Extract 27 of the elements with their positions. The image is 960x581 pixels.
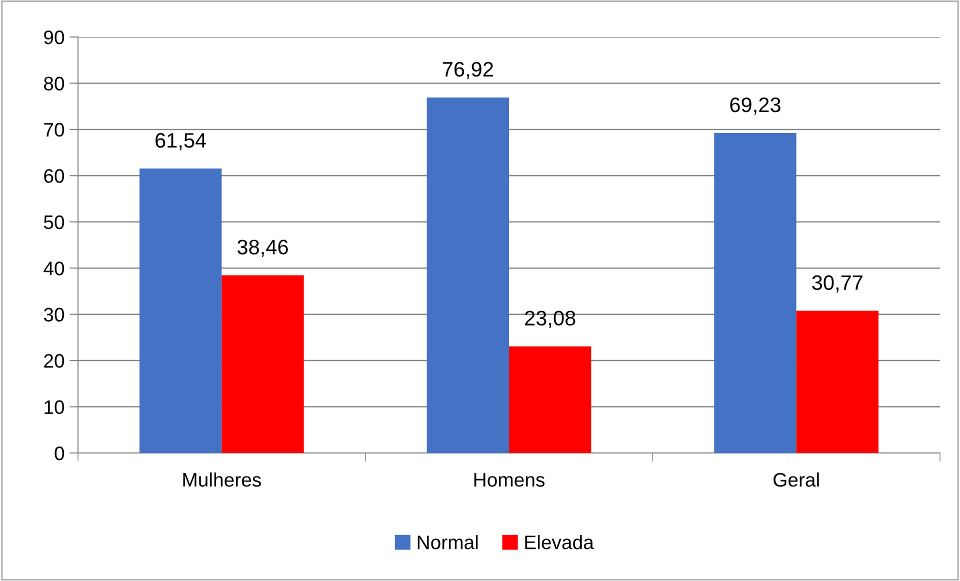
data-label: 23,08 xyxy=(525,310,576,328)
data-label: 38,46 xyxy=(237,240,288,257)
legend-label: Elevada xyxy=(525,534,594,550)
bar xyxy=(714,133,796,453)
data-label: 61,54 xyxy=(156,133,206,150)
bar xyxy=(426,97,509,453)
y-tick-label: 30 xyxy=(44,308,64,322)
data-label: 30,77 xyxy=(812,275,862,292)
y-tick-label: 10 xyxy=(44,400,64,414)
x-tick-label: Mulheres xyxy=(183,472,261,487)
y-tick-label: 0 xyxy=(54,446,64,460)
bar xyxy=(222,275,304,453)
bar xyxy=(509,346,592,453)
bar xyxy=(796,310,879,453)
x-tick-label: Homens xyxy=(474,473,544,487)
y-tick-label: 80 xyxy=(44,76,64,90)
y-tick-label: 20 xyxy=(44,354,64,368)
y-tick-label: 40 xyxy=(44,262,64,276)
data-label: 76,92 xyxy=(442,62,493,80)
bar xyxy=(139,168,222,453)
data-label: 69,23 xyxy=(730,97,780,115)
y-tick-label: 70 xyxy=(44,122,64,137)
y-tick-label: 90 xyxy=(44,30,64,44)
y-tick-label: 60 xyxy=(44,169,64,183)
legend-label: Normal xyxy=(418,534,478,550)
y-tick-label: 50 xyxy=(44,215,64,230)
x-tick-label: Geral xyxy=(774,472,819,487)
